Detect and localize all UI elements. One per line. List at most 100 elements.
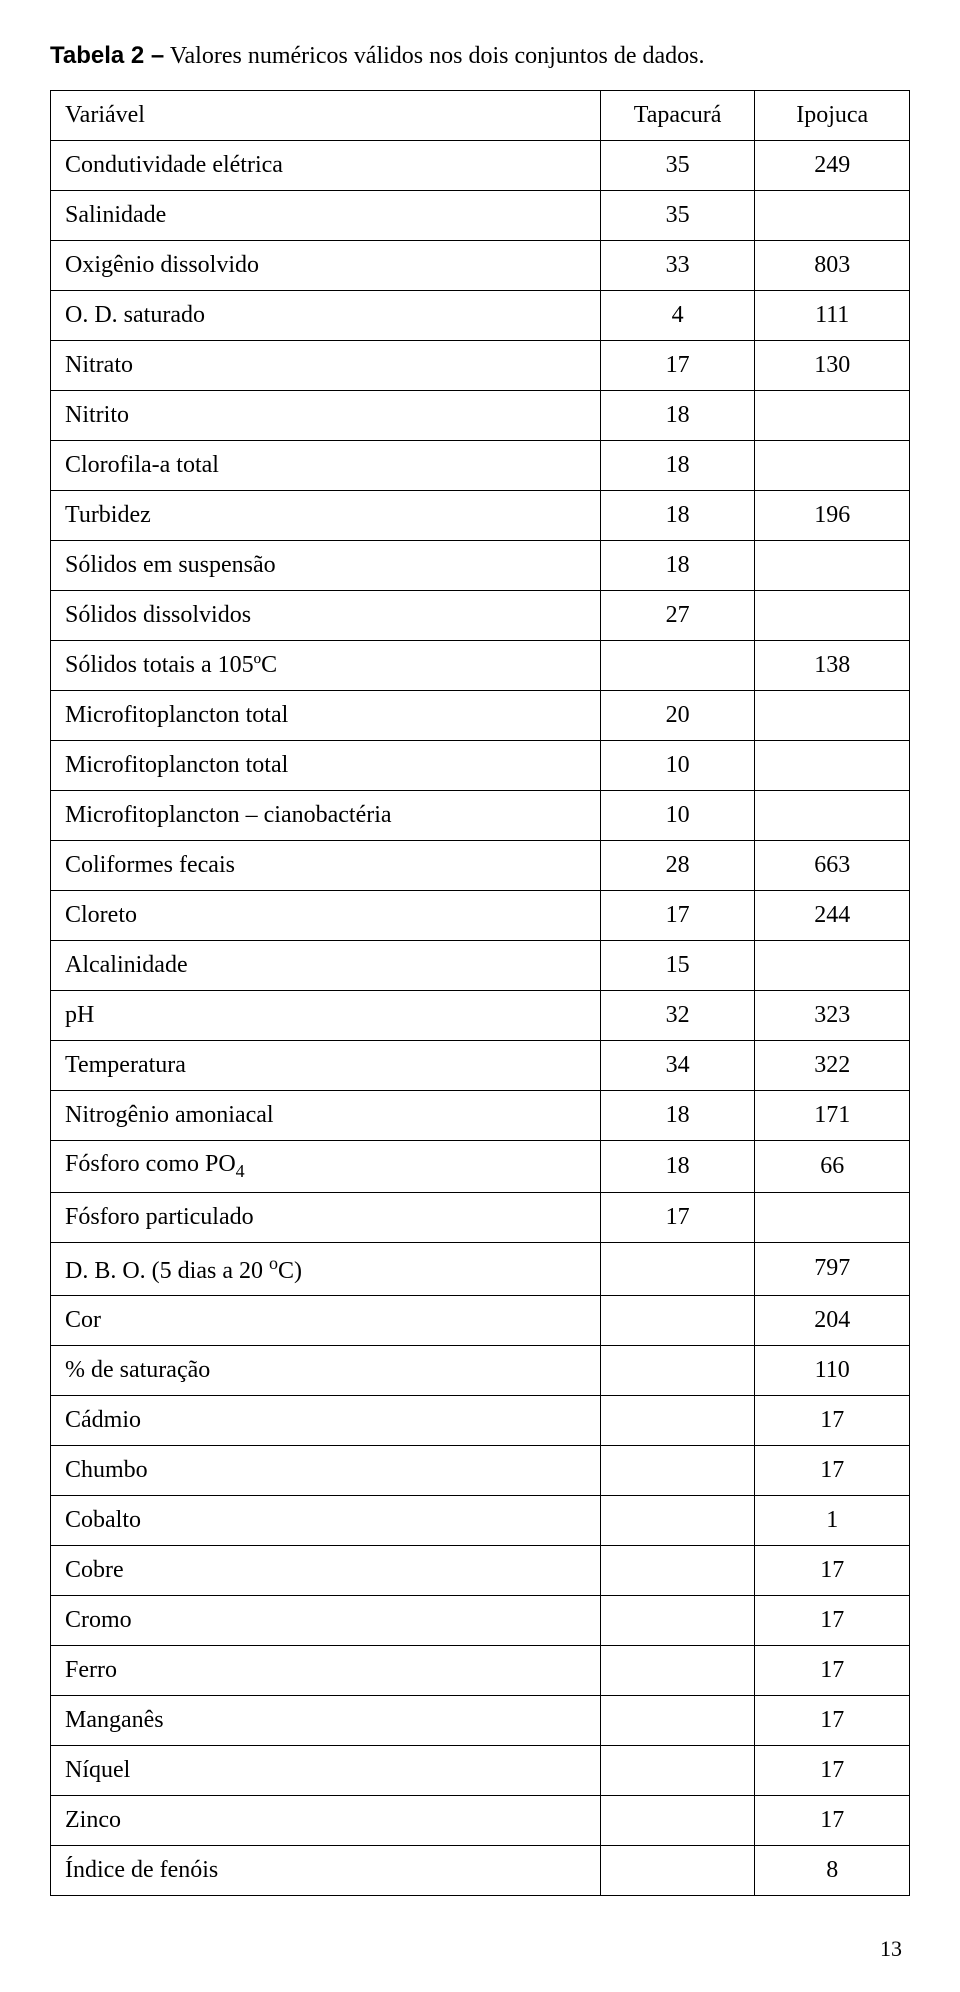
cell-variable: Fósforo particulado [51,1192,601,1242]
cell-ipojuca [755,541,910,591]
cell-variable: Manganês [51,1695,601,1745]
cell-tapacura: 17 [600,891,755,941]
cell-tapacura: 18 [600,391,755,441]
cell-tapacura [600,1545,755,1595]
table-row: Cromo 17 [51,1595,910,1645]
col-header-ipojuca: Ipojuca [755,91,910,141]
cell-ipojuca: 111 [755,291,910,341]
cell-tapacura: 33 [600,241,755,291]
cell-tapacura: 18 [600,1141,755,1193]
cell-ipojuca: 17 [755,1595,910,1645]
cell-variable: Cádmio [51,1395,601,1445]
table-row: Manganês17 [51,1695,910,1745]
cell-ipojuca: 797 [755,1242,910,1295]
cell-ipojuca [755,191,910,241]
table-row: O. D. saturado4111 [51,291,910,341]
cell-variable: Cromo [51,1595,601,1645]
table-row: Nitrito18 [51,391,910,441]
cell-tapacura: 28 [600,841,755,891]
cell-tapacura: 18 [600,441,755,491]
cell-variable: Ferro [51,1645,601,1695]
cell-tapacura: 10 [600,741,755,791]
cell-tapacura [600,641,755,691]
cell-tapacura [600,1295,755,1345]
page-number: 13 [50,1936,910,1962]
table-row: Microfitoplancton – cianobactéria10 [51,791,910,841]
table-row: Fósforo como PO41866 [51,1141,910,1193]
cell-ipojuca: 138 [755,641,910,691]
cell-ipojuca: 17 [755,1395,910,1445]
table-row: Microfitoplancton total10 [51,741,910,791]
cell-ipojuca: 1 [755,1495,910,1545]
cell-tapacura: 35 [600,141,755,191]
cell-ipojuca: 17 [755,1545,910,1595]
cell-ipojuca: 322 [755,1041,910,1091]
cell-ipojuca: 171 [755,1091,910,1141]
cell-tapacura: 10 [600,791,755,841]
cell-variable: Níquel [51,1745,601,1795]
cell-tapacura [600,1495,755,1545]
cell-ipojuca: 803 [755,241,910,291]
cell-variable: Cloreto [51,891,601,941]
table-row: Fósforo particulado17 [51,1192,910,1242]
cell-variable: Condutividade elétrica [51,141,601,191]
cell-variable: Clorofila-a total [51,441,601,491]
cell-variable: Zinco [51,1795,601,1845]
table-caption: Tabela 2 – Valores numéricos válidos nos… [50,40,910,72]
cell-tapacura: 15 [600,941,755,991]
cell-variable: % de saturação [51,1345,601,1395]
cell-ipojuca: 244 [755,891,910,941]
cell-tapacura [600,1595,755,1645]
cell-variable: Nitrato [51,341,601,391]
cell-variable: Fósforo como PO4 [51,1141,601,1193]
cell-ipojuca [755,941,910,991]
cell-variable: Sólidos dissolvidos [51,591,601,641]
table-row: Alcalinidade15 [51,941,910,991]
table-row: Microfitoplancton total20 [51,691,910,741]
cell-tapacura: 34 [600,1041,755,1091]
cell-ipojuca [755,591,910,641]
cell-tapacura [600,1445,755,1495]
cell-tapacura [600,1845,755,1895]
col-header-variable: Variável [51,91,601,141]
cell-ipojuca: 66 [755,1141,910,1193]
cell-variable: Nitrogênio amoniacal [51,1091,601,1141]
cell-tapacura: 27 [600,591,755,641]
cell-variable: Alcalinidade [51,941,601,991]
table-row: Cloreto17244 [51,891,910,941]
table-row: Cobalto 1 [51,1495,910,1545]
cell-variable: Cor [51,1295,601,1345]
cell-tapacura [600,1345,755,1395]
cell-variable: Chumbo [51,1445,601,1495]
cell-ipojuca: 110 [755,1345,910,1395]
table-row: Sólidos totais a 105ºC138 [51,641,910,691]
cell-tapacura: 32 [600,991,755,1041]
cell-variable: Sólidos em suspensão [51,541,601,591]
table-row: Oxigênio dissolvido33803 [51,241,910,291]
caption-text: Valores numéricos válidos nos dois conju… [170,43,705,69]
cell-tapacura: 17 [600,1192,755,1242]
cell-tapacura: 20 [600,691,755,741]
table-row: Condutividade elétrica35249 [51,141,910,191]
table-row: Sólidos dissolvidos27 [51,591,910,641]
cell-variable: Cobalto [51,1495,601,1545]
cell-tapacura: 35 [600,191,755,241]
cell-variable: pH [51,991,601,1041]
cell-ipojuca: 17 [755,1745,910,1795]
cell-variable: Coliformes fecais [51,841,601,891]
table-row: Cádmio 17 [51,1395,910,1445]
cell-tapacura: 18 [600,491,755,541]
col-header-tapacura: Tapacurá [600,91,755,141]
cell-variable: Microfitoplancton total [51,741,601,791]
data-table: Variável Tapacurá Ipojuca Condutividade … [50,90,910,1896]
cell-tapacura: 17 [600,341,755,391]
table-row: pH32323 [51,991,910,1041]
cell-ipojuca: 8 [755,1845,910,1895]
cell-tapacura [600,1242,755,1295]
cell-tapacura [600,1795,755,1845]
cell-tapacura [600,1695,755,1745]
cell-variable: Temperatura [51,1041,601,1091]
table-row: Sólidos em suspensão18 [51,541,910,591]
cell-variable: Salinidade [51,191,601,241]
cell-ipojuca [755,741,910,791]
